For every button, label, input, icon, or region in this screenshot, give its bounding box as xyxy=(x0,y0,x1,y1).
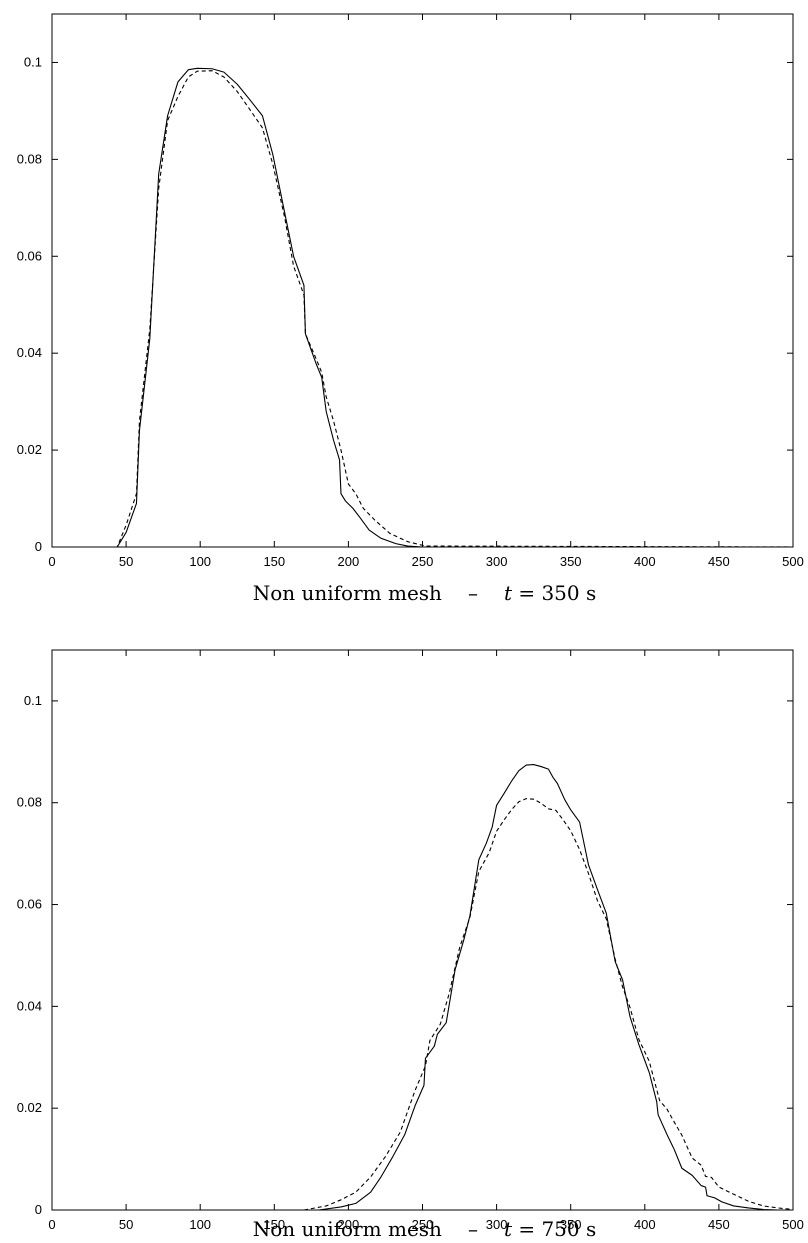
series-line-solid xyxy=(52,67,793,548)
x-tick-label: 300 xyxy=(486,1217,508,1232)
y-tick-label: 0.06 xyxy=(17,897,42,912)
x-tick-label: 250 xyxy=(412,554,434,569)
caption-variable: t xyxy=(504,581,513,605)
x-tick-label: 200 xyxy=(338,1217,360,1232)
chart-caption: Non uniform mesh – t = 350 s xyxy=(253,581,597,605)
x-tick-label: 450 xyxy=(708,554,730,569)
caption-value: = 750 s xyxy=(512,1217,596,1241)
chart-bottom-svg: 0 50 100 150 200 250 300 350 400 450 500 0 0.02 0.04 0… xyxy=(17,649,804,1241)
x-tick-label: 150 xyxy=(263,1217,285,1232)
caption-text: Non uniform mesh xyxy=(253,581,442,605)
chart-caption: Non uniform mesh – t = 750 s xyxy=(253,1217,597,1241)
x-tick-label: 150 xyxy=(263,554,285,569)
plot-frame xyxy=(51,649,794,1211)
x-tick-label: 300 xyxy=(486,554,508,569)
plot-frame xyxy=(51,13,794,548)
caption-variable: t xyxy=(504,1217,513,1241)
y-tick-label: 0 xyxy=(35,1202,42,1217)
x-tick-label: 50 xyxy=(119,1217,133,1232)
y-tick-label: 0.06 xyxy=(17,248,42,263)
caption-text: Non uniform mesh xyxy=(253,1217,442,1241)
series-line-solid xyxy=(52,764,793,1211)
x-tick-label: 100 xyxy=(189,1217,211,1232)
x-tick-label: 500 xyxy=(782,554,804,569)
x-tick-label: 350 xyxy=(560,554,582,569)
x-tick-label: 200 xyxy=(338,554,360,569)
y-tick-label: 0.04 xyxy=(17,345,42,360)
chart-bottom: 0 50 100 150 200 250 300 350 400 450 500 0 0.02 0.04 0… xyxy=(0,632,808,1243)
y-tick-label: 0.08 xyxy=(17,795,42,810)
caption-dash: – xyxy=(468,1217,478,1241)
y-tick-label: 0 xyxy=(35,539,42,554)
caption-value: = 350 s xyxy=(512,581,596,605)
x-tick-label: 500 xyxy=(782,1217,804,1232)
x-tick-label: 450 xyxy=(708,1217,730,1232)
y-tick-label: 0.02 xyxy=(17,1100,42,1115)
x-tick-label: 50 xyxy=(119,554,133,569)
chart-top: 0 50 100 150 200 250 300 350 400 450 500 0 0.02 0.04 0… xyxy=(17,13,804,605)
caption-dash: – xyxy=(468,581,478,605)
y-tick-label: 0.02 xyxy=(17,442,42,457)
x-tick-label: 400 xyxy=(634,554,656,569)
chart-top-svg: 0 50 100 150 200 250 300 350 400 450 500 0 0.02 0.04 0… xyxy=(17,13,804,605)
x-tick-label: 100 xyxy=(189,554,211,569)
x-tick-label: 0 xyxy=(48,554,55,569)
x-tick-label: 350 xyxy=(560,1217,582,1232)
y-tick-label: 0.1 xyxy=(24,54,42,69)
series-line-dashed xyxy=(52,70,794,548)
x-tick-label: 250 xyxy=(412,1217,434,1232)
y-tick-label: 0.08 xyxy=(17,151,42,166)
x-tick-label: 0 xyxy=(48,1217,55,1232)
series-line-dashed xyxy=(52,798,794,1211)
y-tick-label: 0.1 xyxy=(24,693,42,708)
x-tick-label: 400 xyxy=(634,1217,656,1232)
y-tick-label: 0.04 xyxy=(17,998,42,1013)
